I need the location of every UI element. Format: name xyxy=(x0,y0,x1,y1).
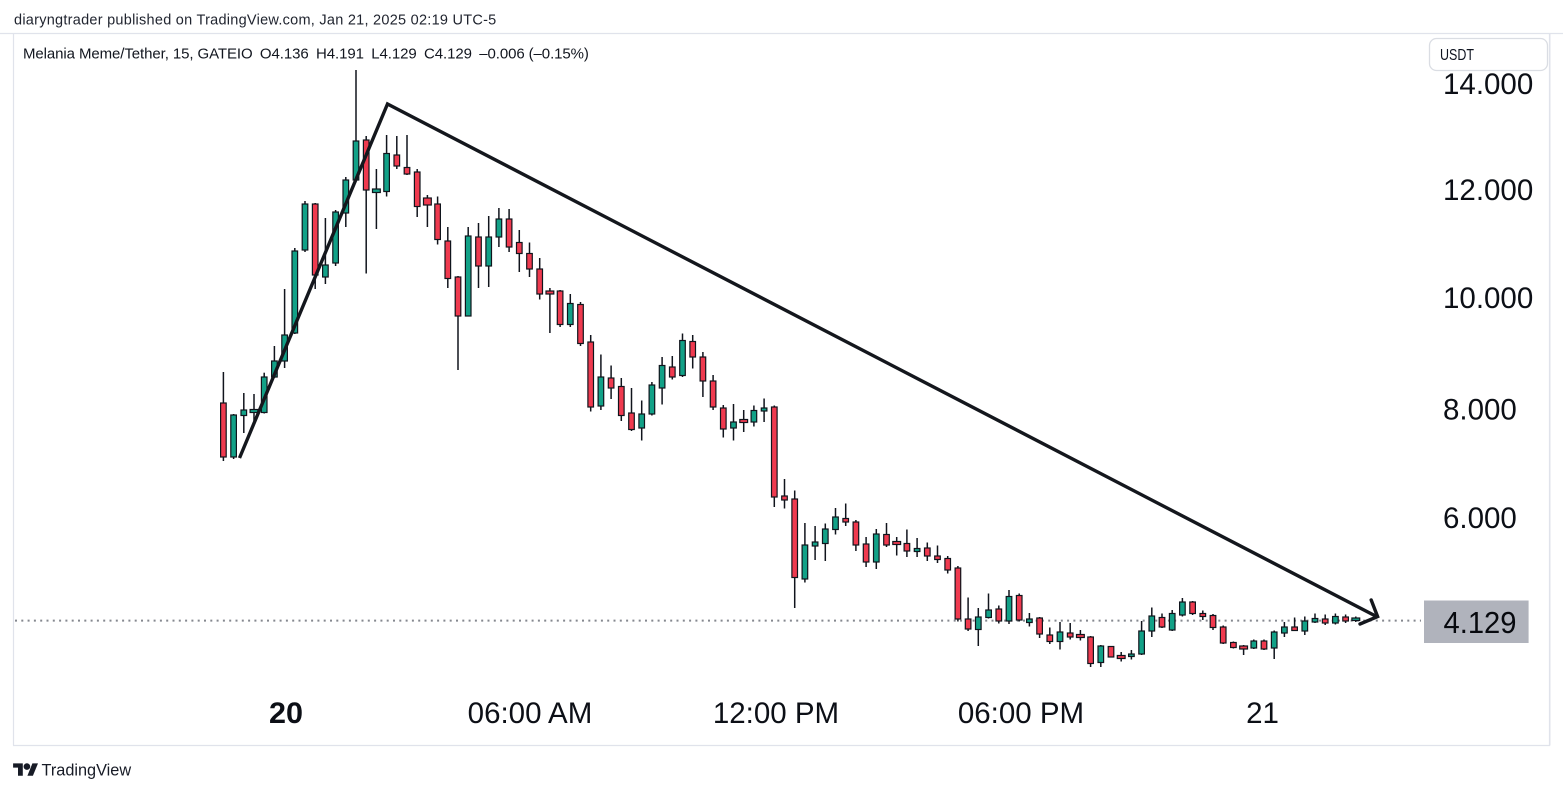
svg-text:USDT: USDT xyxy=(1440,47,1474,64)
svg-text:Melania Meme/Tether, 15, GATEI: Melania Meme/Tether, 15, GATEIO O4.136 H… xyxy=(23,46,589,63)
svg-text:TradingView: TradingView xyxy=(42,762,132,780)
svg-text:20: 20 xyxy=(269,697,303,730)
svg-text:8.000: 8.000 xyxy=(1443,393,1517,426)
svg-text:12.000: 12.000 xyxy=(1443,174,1533,207)
svg-text:06:00 PM: 06:00 PM xyxy=(958,697,1084,730)
svg-text:10.000: 10.000 xyxy=(1443,282,1533,315)
svg-text:12:00 PM: 12:00 PM xyxy=(713,697,839,730)
svg-text:diaryngtrader published on Tra: diaryngtrader published on TradingView.c… xyxy=(14,12,497,28)
svg-text:21: 21 xyxy=(1246,697,1279,730)
svg-text:6.000: 6.000 xyxy=(1443,502,1517,535)
svg-text:14.000: 14.000 xyxy=(1443,68,1533,101)
svg-text:06:00 AM: 06:00 AM xyxy=(468,697,593,730)
svg-text:4.129: 4.129 xyxy=(1444,605,1517,640)
